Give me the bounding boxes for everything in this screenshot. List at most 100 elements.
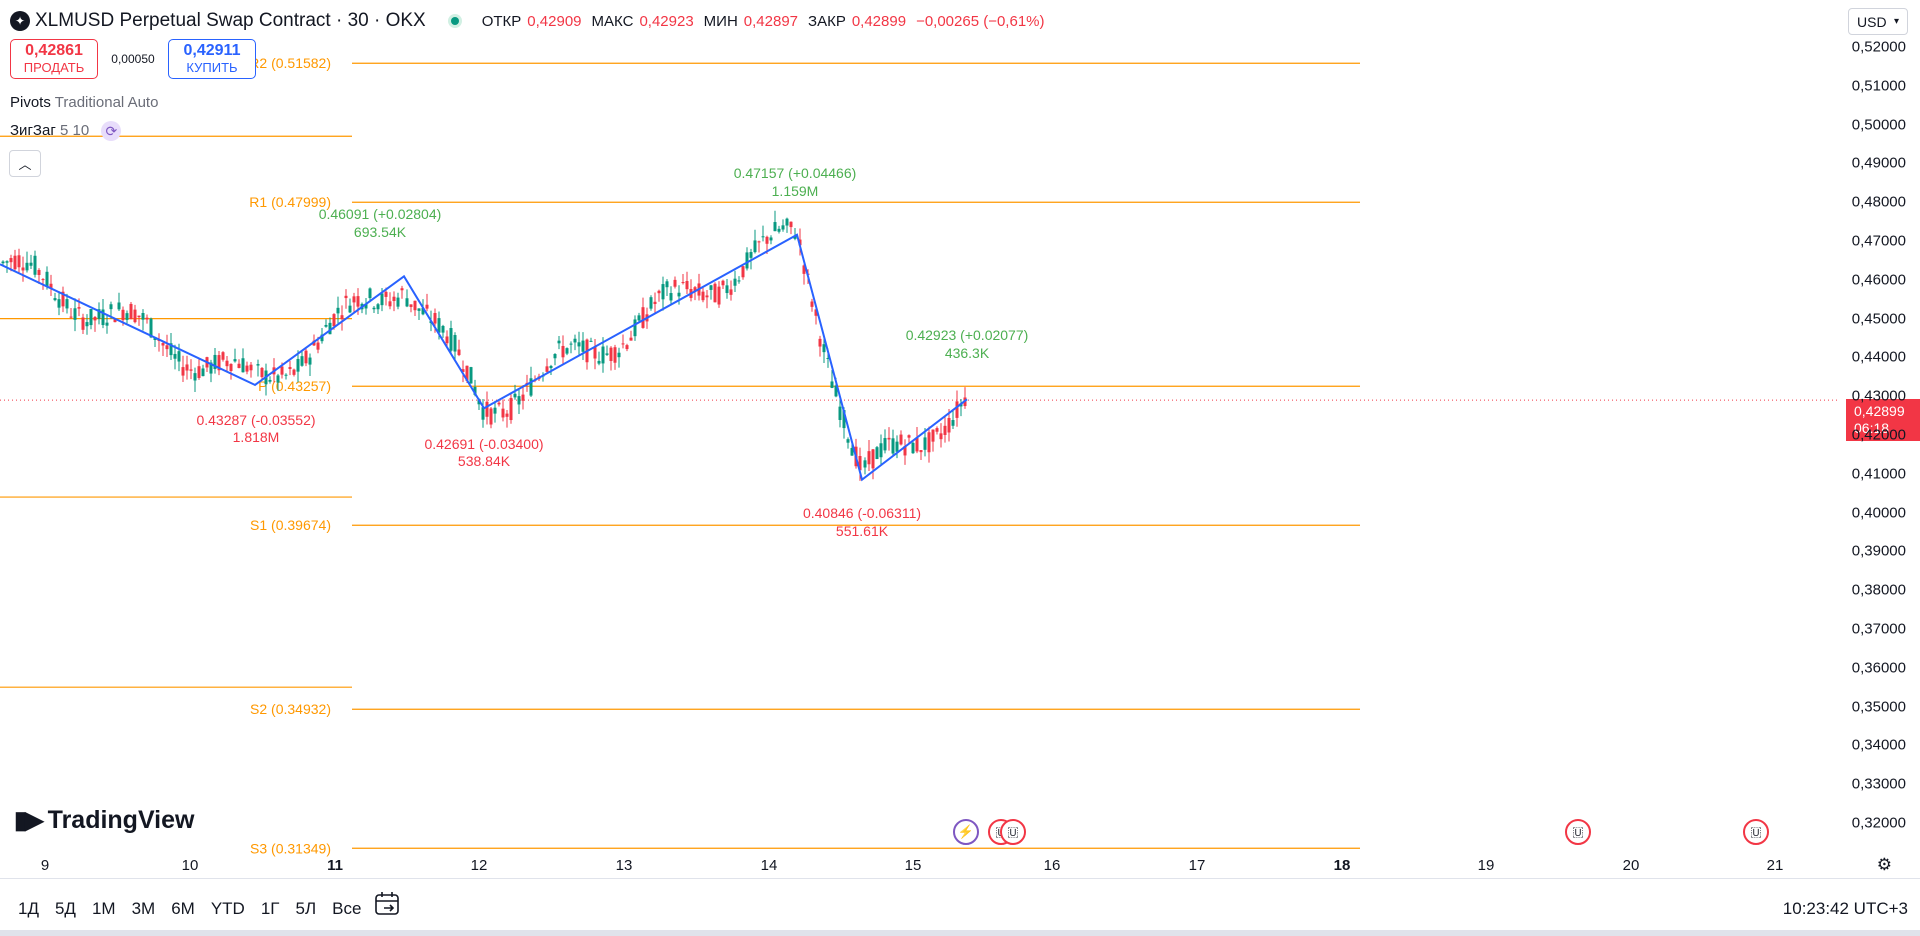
zigzag-volume-label: 1.818M — [233, 429, 280, 445]
symbol-title[interactable]: XLMUSD Perpetual Swap Contract · 30 · OK… — [35, 10, 426, 31]
candle-body — [149, 318, 153, 338]
candle-body — [935, 428, 939, 432]
pivots-name: Pivots — [10, 94, 51, 111]
candle-body — [29, 262, 33, 266]
tradingview-logo[interactable]: ▮▶ TradingView — [14, 806, 194, 835]
high-value: 0,42923 — [639, 12, 694, 30]
range-button[interactable]: 5Л — [295, 899, 317, 918]
candle-body — [249, 364, 253, 371]
candle-body — [673, 279, 677, 287]
candle-body — [352, 296, 356, 303]
buy-button[interactable]: 0,42911 КУПИТЬ — [168, 39, 256, 79]
range-button[interactable]: 1Г — [260, 899, 280, 918]
pivots-params: Traditional Auto — [54, 94, 159, 111]
gear-icon[interactable]: ⚙ — [1876, 855, 1892, 874]
candle-body — [737, 280, 741, 282]
candle-body — [777, 228, 781, 232]
candle-body — [947, 417, 951, 433]
indicator-pivots[interactable]: Pivots Traditional Auto — [10, 94, 158, 111]
price-axis-label: 0,49000 — [1851, 154, 1906, 172]
range-button[interactable]: 1М — [91, 899, 116, 918]
candle-body — [324, 324, 328, 327]
indicator-zigzag[interactable]: ЗигЗаг 5 10 ⟳ — [10, 121, 122, 141]
candle-body — [505, 413, 509, 417]
time-axis-label: 13 — [615, 857, 633, 874]
candle-body — [304, 350, 308, 364]
candle-body — [384, 291, 388, 297]
event-flash-icon[interactable]: ⚡ — [953, 819, 979, 845]
candle-body — [13, 255, 17, 270]
candle-body — [617, 352, 621, 358]
candle-body — [268, 379, 272, 382]
candle-body — [409, 304, 413, 307]
candle-body — [685, 280, 689, 290]
candle-body — [701, 291, 705, 301]
candle-body — [769, 237, 773, 241]
candle-body — [581, 340, 585, 352]
time-axis-label: 9 — [40, 857, 50, 874]
candle-body — [296, 358, 300, 372]
candle-body — [173, 353, 177, 359]
zigzag-line — [0, 233, 968, 482]
candle-body — [328, 322, 332, 335]
candle-body — [453, 335, 457, 352]
candle-body — [405, 298, 409, 307]
candle-body — [927, 432, 931, 453]
collapse-legend-button[interactable]: ︿ — [9, 150, 41, 177]
price-axis-label: 0,36000 — [1851, 659, 1906, 677]
change-value: −0,00265 (−0,61%) — [916, 12, 1045, 30]
candle-body — [573, 338, 577, 343]
price-axis-label: 0,47000 — [1851, 232, 1906, 250]
candle-body — [284, 374, 288, 376]
price-axis-label: 0,39000 — [1851, 542, 1906, 560]
sell-button[interactable]: 0,42861 ПРОДАТЬ — [10, 39, 98, 79]
range-button[interactable]: 6М — [171, 899, 195, 918]
price-axis-label: 0,34000 — [1851, 736, 1906, 754]
event-us-flag-icon[interactable]: 🇺 — [1565, 819, 1591, 845]
candle-body — [380, 293, 384, 306]
candle-body — [863, 460, 867, 468]
price-axis-label: 0,35000 — [1851, 698, 1906, 716]
candle-body — [931, 429, 935, 442]
candle-body — [733, 278, 737, 286]
time-axis[interactable]: ⚙ 9 10 11 12 13 14 15 16 17 18 19 20 21 — [0, 853, 1920, 878]
range-button[interactable]: 3М — [131, 899, 156, 918]
zigzag-price-label: 0.46091 (+0.02804) — [319, 206, 442, 222]
pivot-label: S2 (0.34932) — [250, 701, 331, 717]
range-button[interactable]: 1Д — [18, 899, 39, 918]
candle-body — [181, 367, 185, 376]
event-us-flag-icon[interactable]: 🇺 — [1743, 819, 1769, 845]
candle-body — [356, 296, 360, 307]
candle-body — [903, 445, 907, 456]
market-status-icon[interactable] — [447, 14, 462, 28]
time-axis-label: 20 — [1622, 857, 1640, 874]
range-button[interactable]: 5Д — [54, 899, 76, 918]
price-axis[interactable]: 0,42899 06:18 0,52000 0,51000 0,50000 0,490… — [1840, 0, 1920, 858]
candle-body — [785, 218, 789, 226]
event-us-flag-icon[interactable]: 🇺 — [1000, 819, 1026, 845]
candle-body — [625, 345, 629, 350]
candle-body — [613, 347, 617, 363]
candle-body — [344, 295, 348, 299]
candle-body — [241, 358, 245, 373]
zigzag-volume-label: 551.61K — [836, 523, 889, 539]
candle-body — [449, 328, 453, 351]
candle-body — [485, 401, 489, 417]
calendar-goto-icon[interactable] — [374, 891, 402, 917]
chart-pane[interactable]: R2 (0.51582) R1 (0.47999) P (0.43257) S1 (0… — [0, 0, 1840, 858]
chart-canvas[interactable]: R2 (0.51582) R1 (0.47999) P (0.43257) S1 (0… — [0, 0, 1840, 858]
candle-body — [421, 307, 425, 315]
refresh-icon[interactable]: ⟳ — [101, 121, 122, 141]
buy-price: 0,42911 — [183, 42, 241, 59]
clock[interactable]: 10:23:42 UTC+3 — [1782, 899, 1908, 918]
range-button[interactable]: YTD — [210, 899, 245, 918]
range-button[interactable]: Все — [332, 899, 362, 918]
candle-body — [818, 338, 822, 347]
stellar-logo-icon: ✦ — [10, 11, 30, 31]
price-axis-label: 0,42000 — [1851, 426, 1906, 444]
candle-body — [433, 312, 437, 324]
currency-select[interactable]: USD ▾ — [1848, 8, 1908, 35]
zigzag-volume-label: 1.159M — [772, 183, 819, 199]
candle-body — [549, 365, 553, 369]
candle-body — [221, 352, 225, 360]
